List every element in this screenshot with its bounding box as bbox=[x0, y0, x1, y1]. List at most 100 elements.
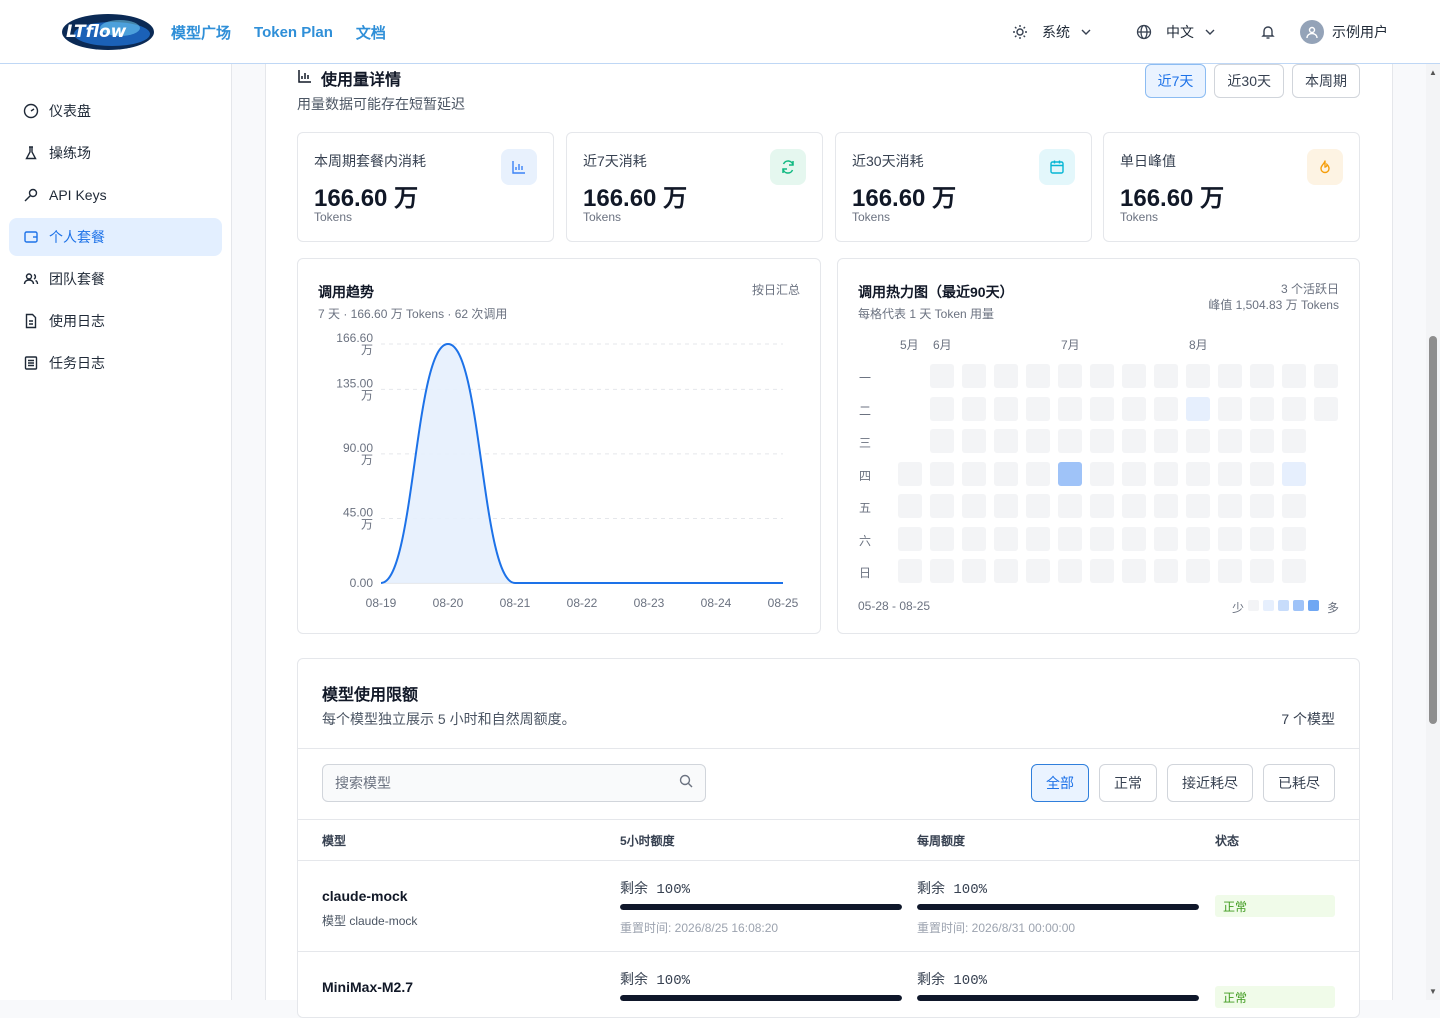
nav-model-plaza[interactable]: 模型广场 bbox=[171, 24, 232, 42]
sidebar-item-2[interactable]: API Keys bbox=[9, 176, 222, 214]
heatmap-cell[interactable] bbox=[1282, 461, 1306, 486]
theme-switcher[interactable]: 系统 bbox=[1012, 22, 1094, 42]
heatmap-cell[interactable] bbox=[962, 494, 986, 518]
heatmap-cell[interactable] bbox=[1282, 396, 1306, 421]
heatmap-cell[interactable] bbox=[1026, 559, 1050, 583]
scrollbar[interactable]: ▲ ▼ bbox=[1426, 64, 1440, 1000]
notifications-button[interactable] bbox=[1260, 24, 1276, 40]
heatmap-cell[interactable] bbox=[962, 526, 986, 551]
search-input[interactable] bbox=[335, 775, 679, 791]
brand-logo[interactable]: LTflow bbox=[60, 10, 156, 52]
filter-normal-button[interactable]: 正常 bbox=[1099, 764, 1157, 802]
heatmap-cell[interactable] bbox=[1282, 526, 1306, 551]
heatmap-cell[interactable] bbox=[1122, 364, 1146, 388]
heatmap-cell[interactable] bbox=[930, 429, 954, 453]
heatmap-cell[interactable] bbox=[994, 461, 1018, 486]
heatmap-cell[interactable] bbox=[1282, 494, 1306, 518]
heatmap-cell[interactable] bbox=[1154, 526, 1178, 551]
heatmap-cell[interactable] bbox=[1026, 364, 1050, 388]
search-icon[interactable] bbox=[679, 774, 693, 793]
heatmap-cell[interactable] bbox=[1090, 526, 1114, 551]
heatmap-cell[interactable] bbox=[1058, 559, 1082, 583]
heatmap-cell[interactable] bbox=[1122, 461, 1146, 486]
heatmap-cell[interactable] bbox=[1218, 526, 1242, 551]
heatmap-cell[interactable] bbox=[994, 526, 1018, 551]
heatmap-cell[interactable] bbox=[1026, 461, 1050, 486]
heatmap-cell[interactable] bbox=[898, 494, 922, 518]
heatmap-cell[interactable] bbox=[1250, 461, 1274, 486]
scroll-down-icon[interactable]: ▼ bbox=[1429, 987, 1437, 996]
heatmap-cell[interactable] bbox=[930, 364, 954, 388]
heatmap-cell[interactable] bbox=[1186, 461, 1210, 486]
heatmap-cell[interactable] bbox=[1154, 396, 1178, 421]
sidebar-item-5[interactable]: 使用日志 bbox=[9, 302, 222, 340]
sidebar-item-6[interactable]: 任务日志 bbox=[9, 344, 222, 382]
filter-all-button[interactable]: 全部 bbox=[1031, 764, 1089, 802]
heatmap-cell[interactable] bbox=[1218, 461, 1242, 486]
heatmap-cell[interactable] bbox=[1026, 526, 1050, 551]
heatmap-cell[interactable] bbox=[1218, 559, 1242, 583]
heatmap-cell[interactable] bbox=[898, 461, 922, 486]
user-menu[interactable]: 示例用户 bbox=[1300, 20, 1388, 44]
heatmap-cell[interactable] bbox=[930, 396, 954, 421]
heatmap-cell[interactable] bbox=[930, 559, 954, 583]
heatmap-cell[interactable] bbox=[1186, 559, 1210, 583]
sidebar-item-0[interactable]: 仪表盘 bbox=[9, 92, 222, 130]
heatmap-cell[interactable] bbox=[1058, 526, 1082, 551]
heatmap-cell[interactable] bbox=[1122, 396, 1146, 421]
heatmap-cell[interactable] bbox=[1090, 396, 1114, 421]
heatmap-cell[interactable] bbox=[1314, 396, 1338, 421]
range-cycle-button[interactable]: 本周期 bbox=[1292, 64, 1360, 98]
heatmap-cell[interactable] bbox=[930, 461, 954, 486]
heatmap-cell[interactable] bbox=[1218, 396, 1242, 421]
heatmap-cell[interactable] bbox=[1090, 494, 1114, 518]
scroll-up-icon[interactable]: ▲ bbox=[1429, 68, 1437, 77]
heatmap-cell[interactable] bbox=[1058, 429, 1082, 453]
heatmap-cell[interactable] bbox=[1090, 364, 1114, 388]
sidebar-item-1[interactable]: 操练场 bbox=[9, 134, 222, 172]
heatmap-cell[interactable] bbox=[1122, 526, 1146, 551]
heatmap-cell[interactable] bbox=[994, 364, 1018, 388]
heatmap-cell[interactable] bbox=[1250, 396, 1274, 421]
heatmap-cell[interactable] bbox=[1282, 364, 1306, 388]
heatmap-cell[interactable] bbox=[1186, 494, 1210, 518]
heatmap-cell[interactable] bbox=[962, 461, 986, 486]
heatmap-cell[interactable] bbox=[994, 494, 1018, 518]
heatmap-cell[interactable] bbox=[1186, 429, 1210, 453]
nav-token-plan[interactable]: Token Plan bbox=[254, 23, 333, 41]
heatmap-cell[interactable] bbox=[1218, 494, 1242, 518]
heatmap-cell[interactable] bbox=[1250, 494, 1274, 518]
heatmap-cell[interactable] bbox=[1186, 364, 1210, 388]
heatmap-cell[interactable] bbox=[1218, 364, 1242, 388]
heatmap-cell[interactable] bbox=[1250, 559, 1274, 583]
heatmap-cell[interactable] bbox=[1154, 429, 1178, 453]
heatmap-cell[interactable] bbox=[1122, 494, 1146, 518]
heatmap-cell[interactable] bbox=[1282, 559, 1306, 583]
heatmap-cell[interactable] bbox=[1090, 559, 1114, 583]
heatmap-cell[interactable] bbox=[962, 429, 986, 453]
heatmap-cell[interactable] bbox=[930, 494, 954, 518]
heatmap-cell[interactable] bbox=[1058, 364, 1082, 388]
heatmap-cell[interactable] bbox=[1026, 396, 1050, 421]
filter-exhausted-button[interactable]: 已耗尽 bbox=[1263, 764, 1335, 802]
heatmap-cell[interactable] bbox=[1090, 461, 1114, 486]
heatmap-cell[interactable] bbox=[1250, 526, 1274, 551]
heatmap-cell[interactable] bbox=[930, 526, 954, 551]
heatmap-cell[interactable] bbox=[962, 396, 986, 421]
heatmap-cell[interactable] bbox=[1282, 429, 1306, 453]
heatmap-cell[interactable] bbox=[994, 396, 1018, 421]
heatmap-cell[interactable] bbox=[1154, 461, 1178, 486]
heatmap-cell[interactable] bbox=[1058, 461, 1082, 486]
heatmap-cell[interactable] bbox=[994, 559, 1018, 583]
heatmap-cell[interactable] bbox=[1090, 429, 1114, 453]
heatmap-cell[interactable] bbox=[1122, 559, 1146, 583]
heatmap-cell[interactable] bbox=[898, 526, 922, 551]
heatmap-cell[interactable] bbox=[1154, 494, 1178, 518]
scroll-thumb[interactable] bbox=[1429, 336, 1437, 724]
heatmap-cell[interactable] bbox=[1026, 429, 1050, 453]
heatmap-cell[interactable] bbox=[1250, 429, 1274, 453]
heatmap-cell[interactable] bbox=[898, 559, 922, 583]
sidebar-item-3[interactable]: 个人套餐 bbox=[9, 218, 222, 256]
model-name[interactable]: claude-mock bbox=[322, 888, 408, 904]
model-name[interactable]: MiniMax-M2.7 bbox=[322, 979, 414, 995]
